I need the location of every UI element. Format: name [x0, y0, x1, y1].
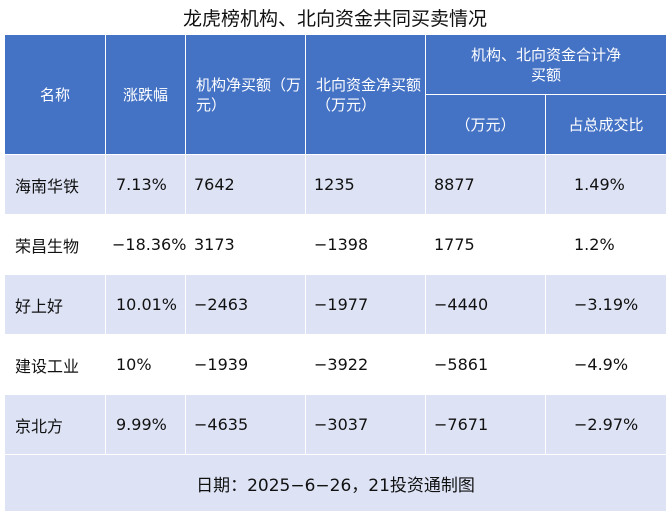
data-table: 名称 涨跌幅 机构净买额（万元） 北向资金净买额（万元） 机构、北向资金合计净买… [4, 34, 667, 512]
cell-inst: −1939 [185, 334, 306, 395]
header-name: 名称 [4, 34, 106, 155]
cell-inst: −2463 [185, 274, 306, 335]
cell-share: −2.97% [545, 394, 667, 455]
cell-name: 好上好 [4, 274, 106, 335]
footer-row: 日期：2025−6−26，21投资通制图 [4, 454, 667, 512]
header-inst-label: 机构净买额（万元） [196, 75, 302, 114]
header-combined-group-label: 机构、北向资金合计净买额 [471, 45, 622, 84]
cell-name: 建设工业 [4, 334, 106, 395]
table-row: 好上好 10.01% −2463 −1977 −4440 −3.19% [4, 274, 667, 335]
cell-inst: 3173 [185, 214, 306, 275]
cell-name: 海南华铁 [4, 154, 106, 215]
header-north-label: 北向资金净买额（万元） [316, 75, 422, 114]
cell-combined: −4440 [425, 274, 546, 335]
cell-change: 9.99% [105, 394, 186, 455]
cell-name: 京北方 [4, 394, 106, 455]
cell-north: −1977 [305, 274, 426, 335]
table-row: 建设工业 10% −1939 −3922 −5861 −4.9% [4, 334, 667, 395]
cell-north: −1398 [305, 214, 426, 275]
cell-change: 10% [105, 334, 186, 395]
cell-inst: −4635 [185, 394, 306, 455]
cell-north: −3037 [305, 394, 426, 455]
cell-combined: −7671 [425, 394, 546, 455]
header-change: 涨跌幅 [105, 34, 186, 155]
cell-share: 1.2% [545, 214, 667, 275]
cell-change: −18.36% [105, 214, 186, 275]
header-combined-group: 机构、北向资金合计净买额 [425, 34, 667, 95]
cell-share: −4.9% [545, 334, 667, 395]
cell-share: −3.19% [545, 274, 667, 335]
cell-north: −3922 [305, 334, 426, 395]
header-combined-amount: （万元） [425, 94, 546, 155]
table-row: 京北方 9.99% −4635 −3037 −7671 −2.97% [4, 394, 667, 455]
cell-inst: 7642 [185, 154, 306, 215]
cell-combined: 1775 [425, 214, 546, 275]
cell-change: 10.01% [105, 274, 186, 335]
cell-north: 1235 [305, 154, 426, 215]
cell-share: 1.49% [545, 154, 667, 215]
table-row: 海南华铁 7.13% 7642 1235 8877 1.49% [4, 154, 667, 215]
cell-combined: −5861 [425, 334, 546, 395]
header-combined-share: 占总成交比 [545, 94, 667, 155]
cell-name: 荣昌生物 [4, 214, 106, 275]
header-north: 北向资金净买额（万元） [305, 34, 426, 155]
header-inst: 机构净买额（万元） [185, 34, 306, 155]
page-title: 龙虎榜机构、北向资金共同买卖情况 [182, 8, 487, 30]
footer-note: 日期：2025−6−26，21投资通制图 [4, 454, 667, 512]
cell-change: 7.13% [105, 154, 186, 215]
table-row: 荣昌生物 −18.36% 3173 −1398 1775 1.2% [4, 214, 667, 275]
cell-combined: 8877 [425, 154, 546, 215]
